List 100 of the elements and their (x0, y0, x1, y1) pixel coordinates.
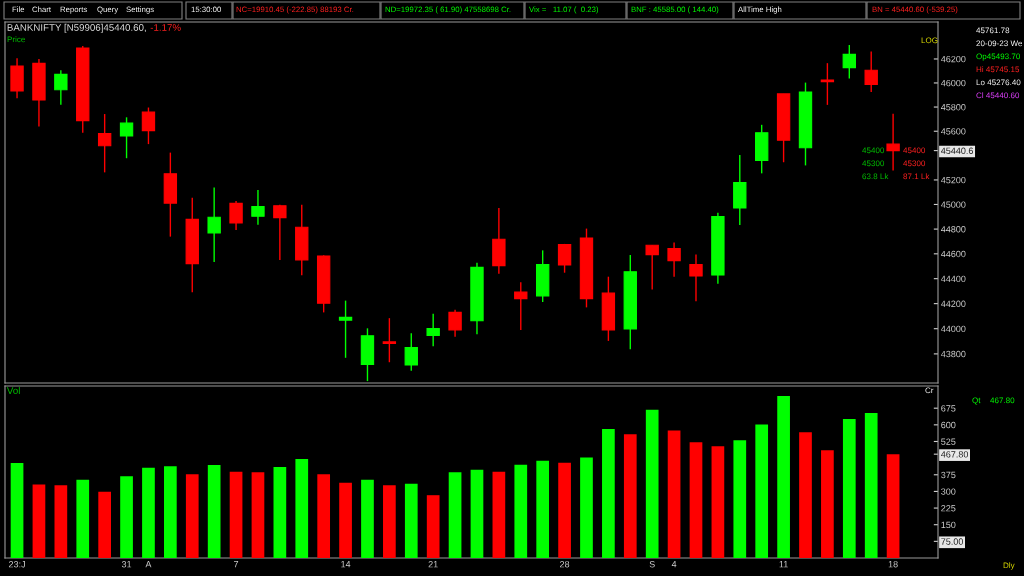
x-tick-label: 18 (888, 561, 898, 568)
y-tick-label: 44600 (940, 250, 966, 258)
y-tick-label: 45600 (940, 128, 966, 135)
y-tick-label: 45800 (940, 104, 966, 111)
candlestick (864, 50, 878, 93)
bar (361, 479, 374, 558)
y-tick-label: 675 (941, 405, 956, 412)
bar (185, 474, 199, 558)
bar (470, 469, 484, 558)
annotation: 45300 (862, 160, 885, 167)
bar (580, 457, 593, 558)
y-tick-label: 44000 (940, 325, 966, 333)
bar (10, 463, 24, 558)
y-tick-label: 45000 (940, 201, 966, 208)
text: Hi 45745.15 (976, 66, 1020, 73)
y-tick-label: 46000 (940, 79, 966, 87)
text: Qt (972, 397, 981, 405)
y-tick-label: 43800 (940, 350, 966, 358)
y-tick-label: 44200 (940, 300, 966, 307)
candlestick (645, 244, 659, 291)
candlestick (426, 313, 440, 348)
bar (251, 472, 265, 558)
bar (448, 472, 462, 558)
y-tick-label: 45200 (940, 176, 966, 184)
bar (864, 413, 878, 558)
candlestick (404, 332, 418, 372)
x-tick-label: 31 (121, 561, 132, 568)
candlestick (273, 204, 287, 261)
y-tick-label: 525 (941, 438, 956, 445)
bar (667, 430, 681, 558)
bar (207, 465, 221, 558)
annotation: 45300 (903, 160, 926, 167)
candlestick (448, 309, 462, 338)
y-tick-label: 225 (941, 505, 956, 512)
x-tick-label: A (145, 561, 152, 568)
candlestick (842, 44, 856, 80)
candlestick (514, 281, 528, 331)
bar (426, 495, 440, 558)
candlestick (820, 62, 835, 106)
bar (98, 491, 111, 558)
candlestick (667, 241, 681, 278)
candlestick (557, 243, 572, 274)
chart-title: BANKNIFTY [N59906]45440.60, (7, 23, 146, 33)
x-tick-label: 28 (560, 561, 570, 568)
candlestick (97, 113, 112, 174)
chart-title: Vol (6, 386, 20, 394)
text: 45761.78 (976, 27, 1010, 34)
text: LOG (921, 37, 938, 44)
candlestick (54, 69, 68, 106)
candlestick (251, 189, 265, 226)
bar (142, 467, 155, 558)
bar (558, 462, 571, 558)
y-tick-label: 375 (941, 471, 956, 479)
candlestick (119, 116, 134, 159)
y-tick-label: 44400 (940, 275, 966, 283)
bar (339, 482, 352, 558)
text: Dly (1003, 562, 1015, 570)
x-tick-label: 23:J (8, 561, 25, 568)
text: Cr (925, 387, 934, 394)
x-tick-label: 11 (779, 561, 788, 568)
annotation: Price (7, 36, 25, 43)
bar (317, 474, 331, 558)
x-tick-label: 21 (428, 561, 438, 568)
bar (777, 395, 790, 558)
text: 20-09-23 We (976, 40, 1023, 47)
bar (842, 419, 856, 558)
text: Op45493.70 (976, 53, 1021, 61)
bar (755, 424, 769, 558)
bar (536, 460, 550, 558)
annotation: 45400 (862, 147, 885, 154)
y-tick-label: 46200 (940, 55, 966, 63)
bar (711, 446, 725, 558)
x-tick-label: 4 (671, 561, 677, 568)
bar (821, 450, 834, 558)
text: Lo 45276.40 (976, 79, 1021, 86)
bar (602, 429, 615, 558)
x-tick-label: 7 (234, 561, 239, 568)
bar (645, 409, 659, 558)
candlestick (382, 317, 397, 363)
bar (404, 483, 418, 558)
y-tick-label: 600 (941, 421, 956, 429)
bar (120, 476, 133, 558)
y-tick-label: 44800 (940, 226, 966, 233)
y-tick-label: 467.80 (940, 451, 969, 458)
candlestick (689, 253, 703, 302)
y-tick-label: 300 (941, 488, 956, 495)
bar (383, 485, 396, 558)
bar (886, 454, 900, 558)
bar (76, 479, 90, 558)
y-tick-label: 75.00 (941, 538, 964, 545)
bar (32, 484, 46, 558)
bar (295, 459, 309, 558)
bar (164, 466, 177, 558)
bar (492, 471, 506, 558)
annotation: 45400 (903, 147, 926, 154)
bar (733, 440, 747, 558)
bar (273, 467, 287, 558)
bar (514, 464, 528, 558)
candlestick (207, 186, 221, 263)
annotation: 87.1 Lk (903, 173, 930, 180)
